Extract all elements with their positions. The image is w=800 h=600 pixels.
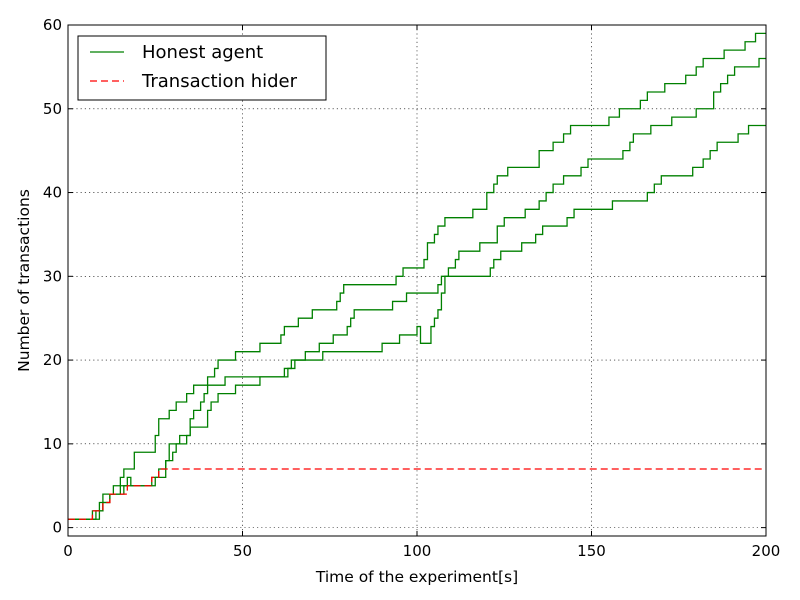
series-line-honest-agent-3 [68,124,766,520]
y-tick-label: 20 [43,351,62,369]
legend-label-honest-agent: Honest agent [142,42,263,63]
x-tick-label: 100 [403,542,432,560]
series-line-transaction-hider [68,468,766,520]
y-tick-label: 50 [43,100,62,118]
legend: Honest agent Transaction hider [77,35,327,101]
x-axis-label: Time of the experiment[s] [315,568,518,586]
ticks: 0 50 100 150 200 0 10 20 30 40 50 60 [43,16,780,560]
y-tick-label: 30 [43,267,62,285]
x-tick-label: 0 [63,542,73,560]
y-tick-label: 40 [43,184,62,202]
legend-box [77,35,327,101]
grid [68,25,766,536]
x-tick-label: 150 [577,542,606,560]
y-tick-label: 60 [43,16,62,34]
plot-area [68,32,766,520]
x-tick-label: 200 [752,542,781,560]
y-tick-label: 10 [43,435,62,453]
x-tick-label: 50 [233,542,252,560]
y-axis-label: Number of transactions [15,189,33,372]
y-tick-label: 0 [52,519,62,537]
legend-label-transaction-hider: Transaction hider [141,71,298,92]
series-line-honest-agent-1 [68,32,766,520]
